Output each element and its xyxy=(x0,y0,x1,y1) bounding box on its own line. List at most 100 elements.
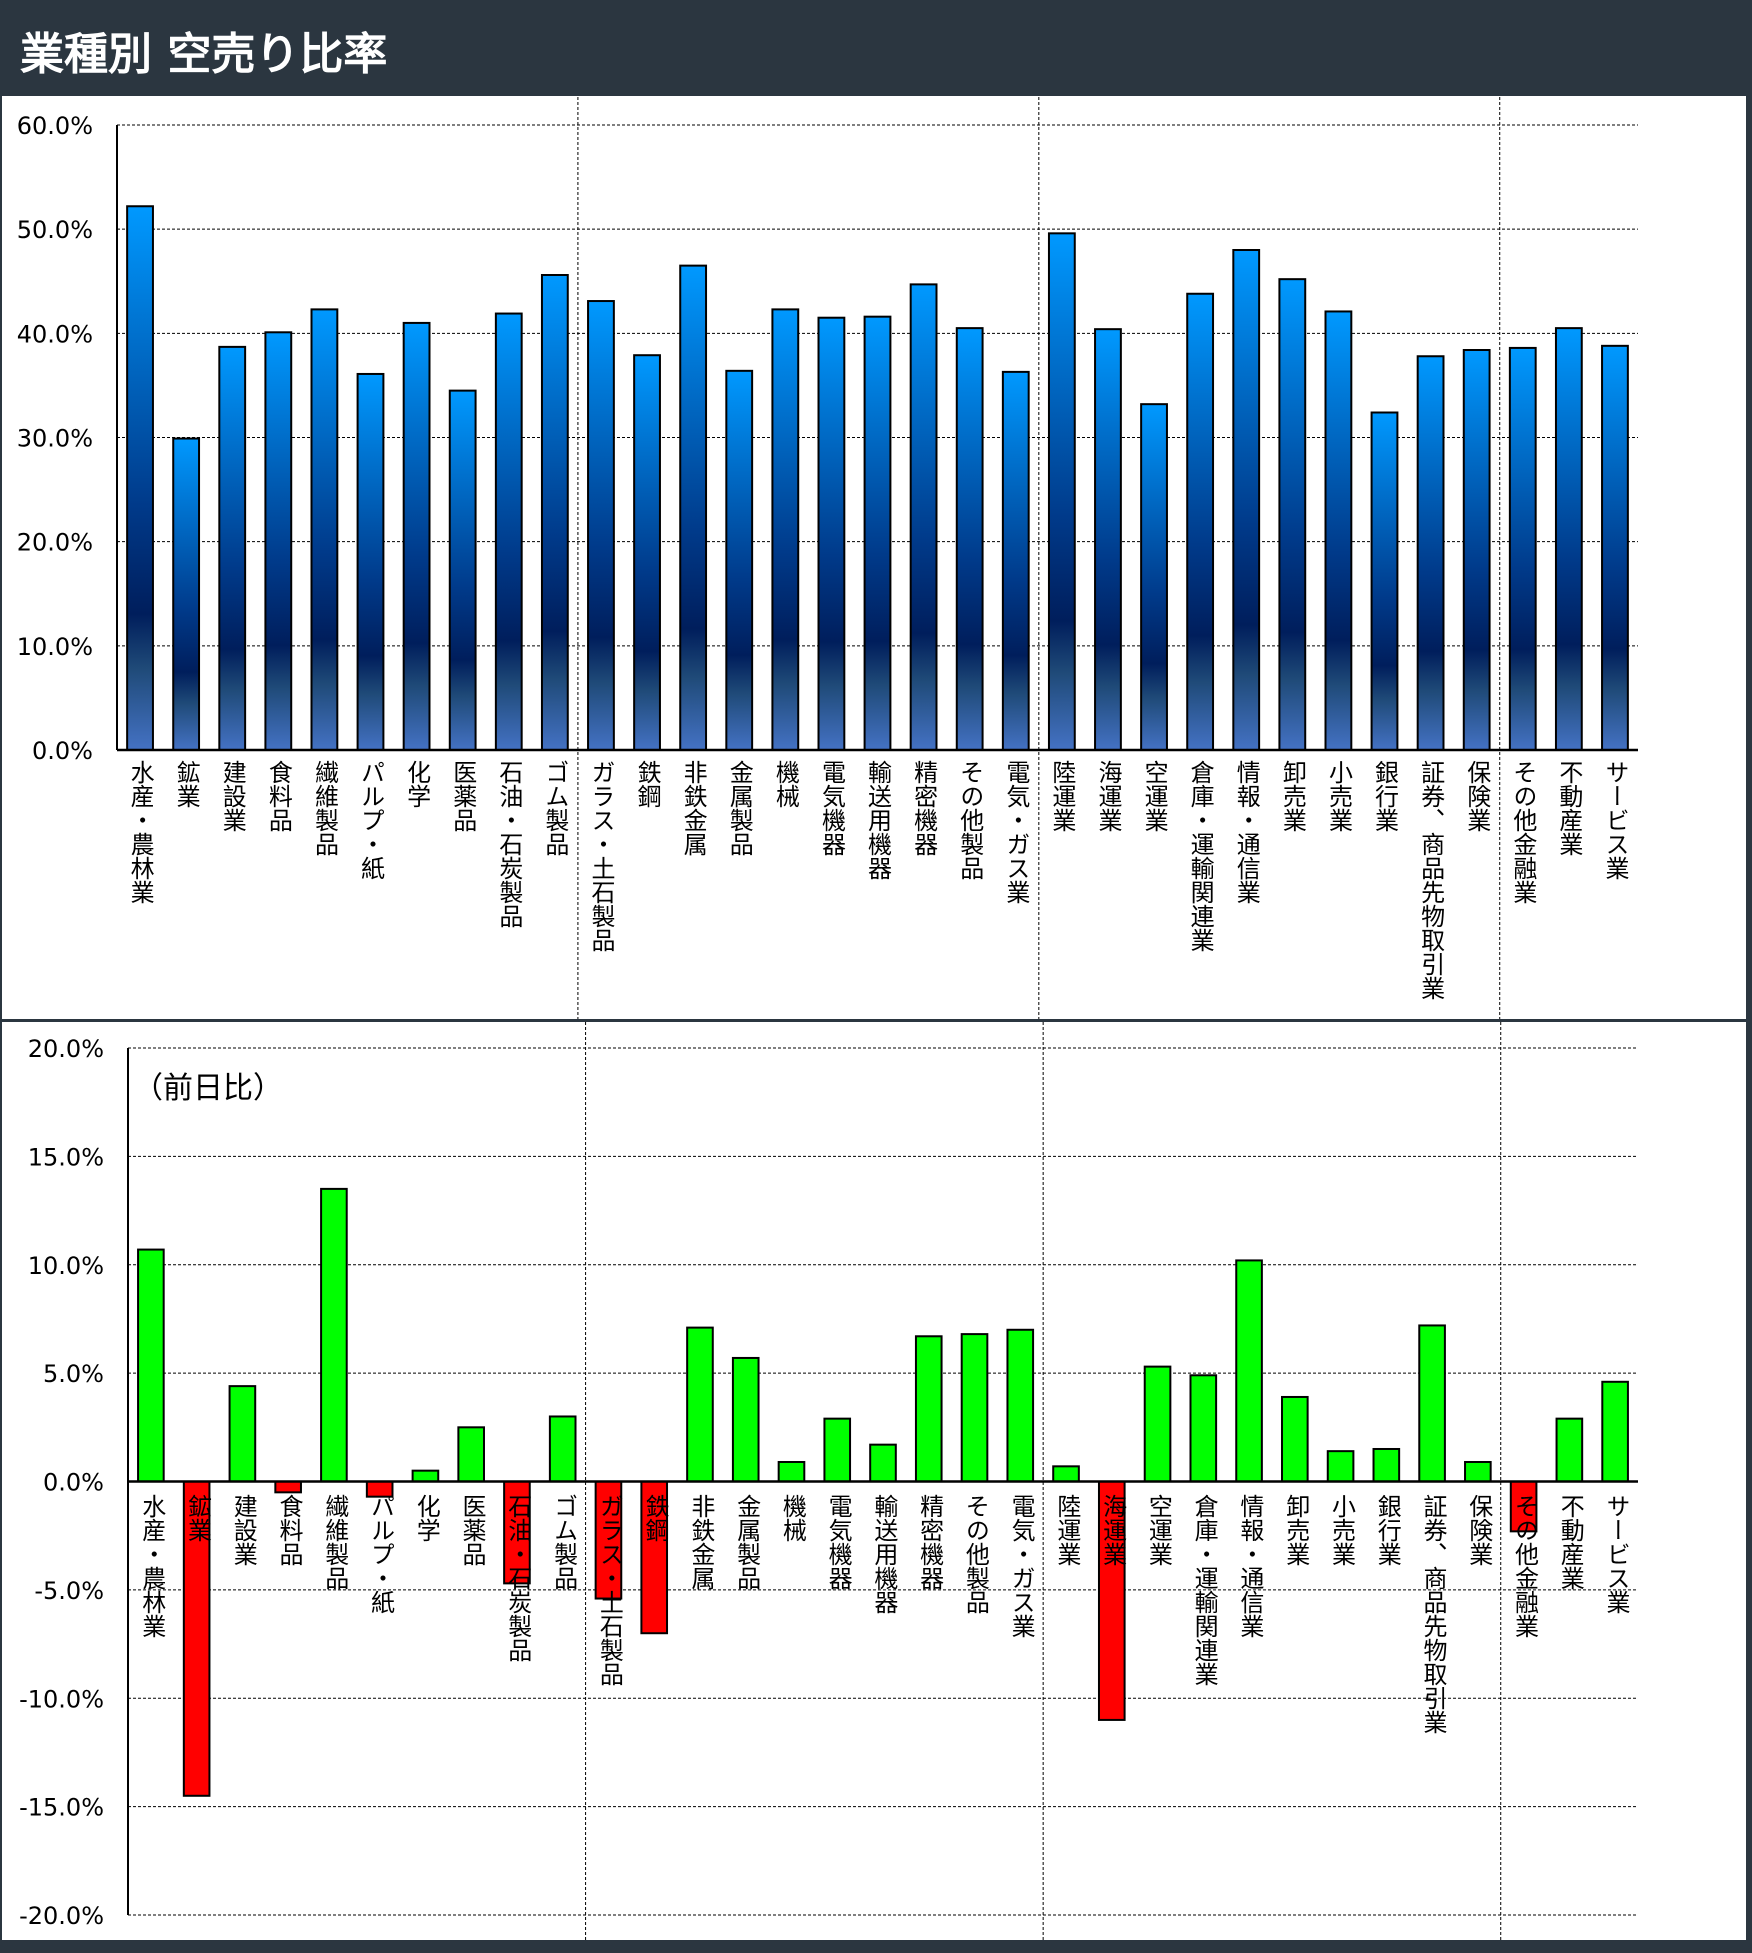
bar-非鉄金属 xyxy=(686,1326,714,1483)
x-tick-label: 空運業 xyxy=(1140,760,1169,832)
category-label: 医薬品 xyxy=(448,760,477,832)
bar-電気・ガス業 xyxy=(1001,370,1030,751)
y-tick-label: 5.0% xyxy=(43,1360,104,1388)
bar-繊維製品 xyxy=(310,308,339,751)
x-tick-label: その他金融業 xyxy=(1508,760,1537,904)
bar-情報・通信業 xyxy=(1232,249,1261,751)
category-label: 繊維製品 xyxy=(310,760,339,856)
category-label: 機械 xyxy=(778,1493,807,1542)
category-label: 精密機器 xyxy=(915,1493,944,1590)
category-label: 電気・ガス業 xyxy=(1007,1493,1036,1638)
category-label: 建設業 xyxy=(229,1493,258,1566)
chart-title: 業種別 空売り比率 xyxy=(20,29,388,80)
y-tick-label: 30.0% xyxy=(17,425,93,453)
x-tick-label: 保険業 xyxy=(1465,1494,1493,1566)
bar-卸売業 xyxy=(1281,1395,1309,1483)
bar-卸売業 xyxy=(1278,278,1307,751)
x-tick-label: 証券、商品先物取引業 xyxy=(1418,1493,1447,1734)
y-tick-label: 50.0% xyxy=(17,216,93,244)
x-tick-label: 輸送用機器 xyxy=(864,760,892,880)
category-label: その他製品 xyxy=(961,1493,990,1614)
category-label: 建設業 xyxy=(218,760,247,832)
category-label: 情報・通信業 xyxy=(1235,1493,1264,1638)
x-tick-label: 電気機器 xyxy=(824,1494,852,1590)
x-tick-label: 電気・ガス業 xyxy=(1007,1493,1036,1638)
bar-精密機器 xyxy=(909,283,938,751)
category-label: 非鉄金属 xyxy=(686,1493,715,1590)
x-tick-label: サービス業 xyxy=(1602,1494,1630,1614)
x-tick-label: 鉄鋼 xyxy=(641,1494,669,1542)
category-label: 銀行業 xyxy=(1373,1493,1402,1566)
category-label: 金属製品 xyxy=(725,760,754,856)
bar-機械 xyxy=(777,1460,806,1483)
annotation-label: （前日比） xyxy=(133,1071,283,1106)
category-label: 水産・農林業 xyxy=(137,1493,166,1638)
x-tick-label: 卸売業 xyxy=(1281,1493,1310,1566)
bar-電気機器 xyxy=(823,1417,852,1483)
x-tick-label: 精密機器 xyxy=(915,1493,944,1590)
x-tick-label: 空運業 xyxy=(1144,1494,1172,1566)
x-tick-label: ガラス・土石製品 xyxy=(587,760,615,952)
x-tick-label: ゴム製品 xyxy=(550,1494,578,1590)
bar-機械 xyxy=(771,308,800,751)
bar-電気機器 xyxy=(817,316,846,751)
bar-不動産業 xyxy=(1555,1417,1584,1483)
bar-海運業 xyxy=(1094,328,1122,751)
x-tick-label: 繊維製品 xyxy=(321,1494,349,1590)
category-label: 空運業 xyxy=(1140,760,1169,832)
category-label: 電気・ガス業 xyxy=(1001,760,1030,904)
bar-鉄鋼 xyxy=(633,354,661,751)
bar-銀行業 xyxy=(1372,1447,1401,1483)
category-label: 機械 xyxy=(771,760,800,808)
bar-空運業 xyxy=(1140,403,1168,751)
y-tick-label: -20.0% xyxy=(19,1902,104,1930)
bar-石油・石炭製品 xyxy=(494,312,523,751)
x-tick-label: 医薬品 xyxy=(448,760,477,832)
bar-鉱業 xyxy=(172,437,201,751)
x-tick-label: 化学 xyxy=(412,1494,440,1542)
x-tick-label: 倉庫・運輸関連業 xyxy=(1186,760,1214,952)
x-tick-label: 卸売業 xyxy=(1278,760,1306,832)
category-label: 電気機器 xyxy=(817,760,846,856)
category-label: 食料品 xyxy=(275,1493,304,1566)
x-tick-label: 石油・石炭製品 xyxy=(495,760,523,928)
x-tick-label: 精密機器 xyxy=(910,760,938,856)
title-bar: 業種別 空売り比率 xyxy=(0,0,1752,95)
category-label: 証券、商品先物取引業 xyxy=(1418,1493,1447,1734)
category-label: その他金融業 xyxy=(1508,760,1537,904)
category-label: 不動産業 xyxy=(1554,760,1583,856)
bar-証券、商品先物取引業 xyxy=(1416,355,1445,751)
y-tick-label: -15.0% xyxy=(19,1794,104,1822)
x-tick-label: 銀行業 xyxy=(1371,760,1399,832)
x-tick-label: 建設業 xyxy=(229,1493,258,1566)
x-tick-label: 不動産業 xyxy=(1554,760,1583,856)
category-label: 卸売業 xyxy=(1281,1493,1310,1566)
bar-金属製品 xyxy=(725,369,754,751)
x-tick-label: 小売業 xyxy=(1327,1493,1356,1566)
bar-空運業 xyxy=(1143,1365,1172,1483)
bar-食料品 xyxy=(264,331,293,751)
category-label: 証券、商品先物取引業 xyxy=(1416,760,1445,1000)
x-tick-label: その他製品 xyxy=(956,760,984,880)
bar-陸運業 xyxy=(1052,1465,1080,1483)
bar-倉庫・運輸関連業 xyxy=(1186,292,1215,751)
x-tick-label: 水産・農林業 xyxy=(137,1493,166,1638)
category-label: 小売業 xyxy=(1327,1493,1356,1566)
category-label: 海運業 xyxy=(1098,1493,1127,1566)
bar-情報・通信業 xyxy=(1235,1259,1263,1483)
bar-輸送用機器 xyxy=(863,315,892,751)
x-tick-label: 輸送用機器 xyxy=(870,1494,898,1614)
category-label: 医薬品 xyxy=(458,1493,487,1566)
x-tick-label: 非鉄金属 xyxy=(686,1493,715,1590)
category-label: 化学 xyxy=(402,760,431,808)
x-tick-label: 陸運業 xyxy=(1048,760,1076,832)
bar-その他製品 xyxy=(955,327,984,751)
x-tick-label: 機械 xyxy=(771,760,800,808)
category-label: 倉庫・運輸関連業 xyxy=(1190,1493,1219,1686)
bar-証券、商品先物取引業 xyxy=(1418,1324,1446,1483)
bar-輸送用機器 xyxy=(869,1443,897,1483)
x-tick-label: その他製品 xyxy=(961,1493,990,1614)
x-tick-label: 不動産業 xyxy=(1556,1494,1584,1590)
category-label: 鉱業 xyxy=(183,1493,212,1542)
x-tick-label: パルプ・紙 xyxy=(367,1494,395,1614)
